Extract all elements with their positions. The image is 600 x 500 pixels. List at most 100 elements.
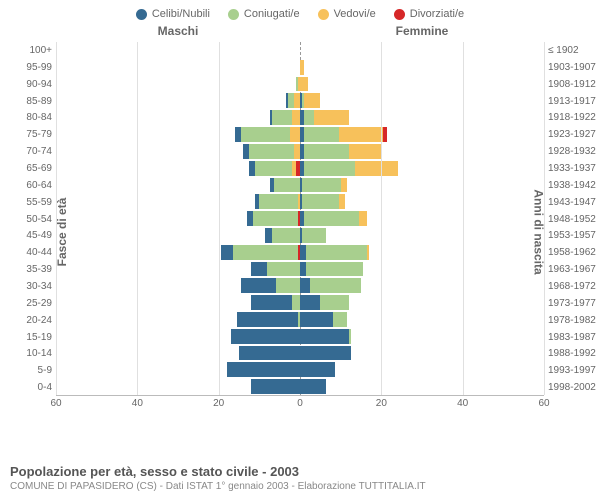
y-label-birth: 1968-1972 (548, 278, 596, 295)
bar-male (56, 178, 300, 193)
gridline (137, 42, 138, 395)
y-label-age: 60-64 (4, 177, 52, 194)
segment-v (314, 110, 349, 125)
segment-v (341, 178, 347, 193)
y-label-age: 45-49 (4, 227, 52, 244)
y-label-birth: 1938-1942 (548, 177, 596, 194)
segment-v (290, 127, 300, 142)
y-label-birth: 1973-1977 (548, 295, 596, 312)
y-label-age: 10-14 (4, 345, 52, 362)
x-tick: 20 (376, 398, 387, 409)
segment-c (300, 362, 335, 377)
segment-co (241, 127, 290, 142)
pyramid-row (56, 42, 544, 59)
bar-female (300, 245, 544, 260)
gridline (463, 42, 464, 395)
segment-v (300, 60, 304, 75)
legend-label: Divorziati/e (410, 8, 464, 20)
legend: Celibi/Nubili Coniugati/e Vedovi/e Divorzia… (0, 0, 600, 24)
y-label-age: 15-19 (4, 329, 52, 346)
y-label-birth: 1958-1962 (548, 244, 596, 261)
y-label-birth: 1933-1937 (548, 160, 596, 177)
bar-male (56, 362, 300, 377)
segment-co (249, 144, 294, 159)
segment-co (320, 295, 348, 310)
segment-co (304, 127, 339, 142)
y-label-birth: ≤ 1902 (548, 42, 596, 59)
x-tick: 0 (297, 398, 303, 409)
segment-c (251, 379, 300, 394)
segment-c (251, 295, 292, 310)
pyramid-row (56, 109, 544, 126)
bar-male (56, 211, 300, 226)
bar-male (56, 329, 300, 344)
segment-v (300, 77, 308, 92)
y-label-birth: 1923-1927 (548, 126, 596, 143)
legend-item-celibi: Celibi/Nubili (136, 8, 210, 20)
gridline (381, 42, 382, 395)
pyramid-row (56, 76, 544, 93)
population-pyramid: Fasce di età Anni di nascita 100+95-9990… (56, 42, 544, 422)
gridline (544, 42, 545, 395)
bar-male (56, 127, 300, 142)
legend-swatch (136, 9, 147, 20)
segment-v (359, 211, 367, 226)
footer: Popolazione per età, sesso e stato civil… (10, 464, 590, 492)
x-tick: 60 (50, 398, 61, 409)
bar-female (300, 161, 544, 176)
y-label-birth: 1903-1907 (548, 59, 596, 76)
segment-c (237, 312, 298, 327)
legend-label: Vedovi/e (334, 8, 376, 20)
y-label-birth: 1928-1932 (548, 143, 596, 160)
segment-c (300, 295, 320, 310)
segment-v (349, 144, 382, 159)
y-label-birth: 1948-1952 (548, 211, 596, 228)
pyramid-rows (56, 42, 544, 395)
segment-co (333, 312, 347, 327)
bar-male (56, 379, 300, 394)
bar-female (300, 194, 544, 209)
y-label-age: 65-69 (4, 160, 52, 177)
pyramid-row (56, 311, 544, 328)
pyramid-row (56, 378, 544, 395)
bar-female (300, 60, 544, 75)
y-label-age: 5-9 (4, 362, 52, 379)
pyramid-row (56, 143, 544, 160)
segment-v (339, 127, 384, 142)
bar-male (56, 43, 300, 58)
y-label-age: 20-24 (4, 312, 52, 329)
segment-co (310, 278, 361, 293)
pyramid-row (56, 193, 544, 210)
pyramid-row (56, 345, 544, 362)
y-label-age: 100+ (4, 42, 52, 59)
pyramid-row (56, 210, 544, 227)
pyramid-row (56, 126, 544, 143)
y-label-birth: 1983-1987 (548, 329, 596, 346)
pyramid-row (56, 177, 544, 194)
segment-co (272, 228, 300, 243)
bar-female (300, 144, 544, 159)
bar-male (56, 77, 300, 92)
segment-c (300, 312, 333, 327)
segment-v (339, 194, 345, 209)
segment-c (227, 362, 300, 377)
legend-item-coniugati: Coniugati/e (228, 8, 300, 20)
segment-co (304, 110, 314, 125)
bar-male (56, 262, 300, 277)
segment-co (272, 110, 292, 125)
bar-female (300, 43, 544, 58)
chart-subtitle: COMUNE DI PAPASIDERO (CS) - Dati ISTAT 1… (10, 481, 590, 492)
pyramid-row (56, 59, 544, 76)
segment-co (304, 144, 349, 159)
y-label-age: 75-79 (4, 126, 52, 143)
legend-label: Celibi/Nubili (152, 8, 210, 20)
y-label-age: 50-54 (4, 211, 52, 228)
segment-v (292, 110, 300, 125)
bar-female (300, 127, 544, 142)
y-label-age: 85-89 (4, 93, 52, 110)
bar-female (300, 346, 544, 361)
y-label-age: 0-4 (4, 379, 52, 396)
segment-co (276, 278, 300, 293)
segment-co (253, 211, 298, 226)
pyramid-row (56, 92, 544, 109)
